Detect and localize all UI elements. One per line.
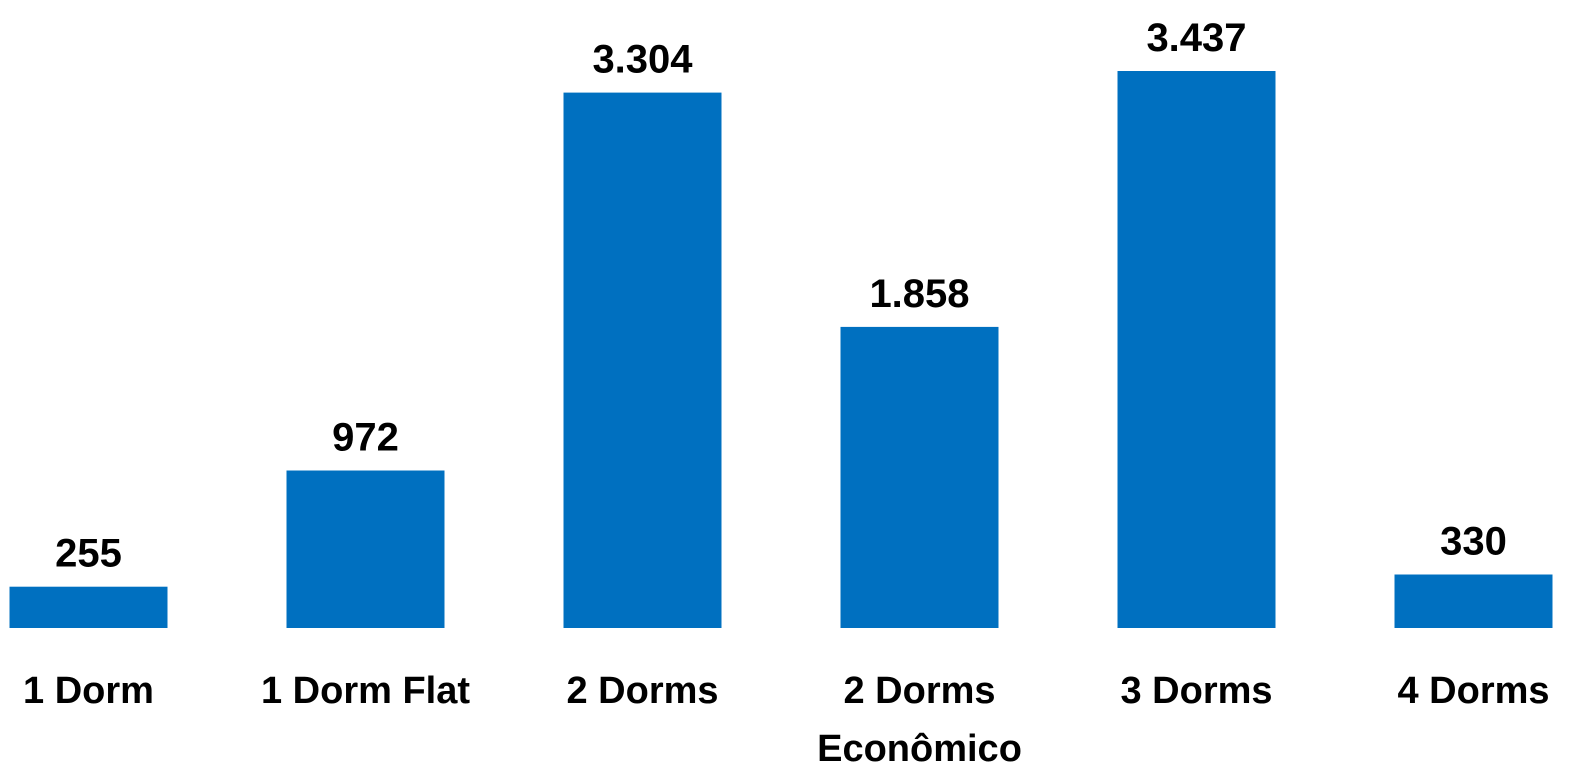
bar	[9, 586, 168, 628]
category-label: 3 Dorms	[1120, 670, 1272, 712]
bars-group	[9, 71, 1553, 629]
category-label: 4 Dorms	[1397, 670, 1549, 712]
bar-value-label: 330	[1440, 520, 1507, 564]
bar	[563, 92, 722, 629]
bar-value-label: 1.858	[869, 272, 969, 316]
bar-value-label: 255	[55, 532, 122, 576]
bar-value-label: 972	[332, 416, 399, 460]
value-labels-group: 255 972 3.304 1.858 3.437 330	[55, 16, 1507, 576]
category-label: 1 Dorm Flat	[261, 670, 470, 712]
bar-value-label: 3.437	[1146, 16, 1246, 60]
bar	[1117, 71, 1276, 628]
bar-value-label: 3.304	[592, 38, 693, 82]
category-label: 2 Dorms	[843, 670, 995, 712]
category-labels-group: 1 Dorm 1 Dorm Flat 2 Dorms 2 Dorms Econômico…	[23, 670, 1549, 770]
category-label: 2 Dorms	[566, 670, 718, 712]
bar	[286, 470, 445, 628]
category-label: 1 Dorm	[23, 670, 154, 712]
category-label: Econômico	[817, 728, 1022, 770]
bar	[840, 326, 999, 628]
bar	[1394, 574, 1553, 628]
